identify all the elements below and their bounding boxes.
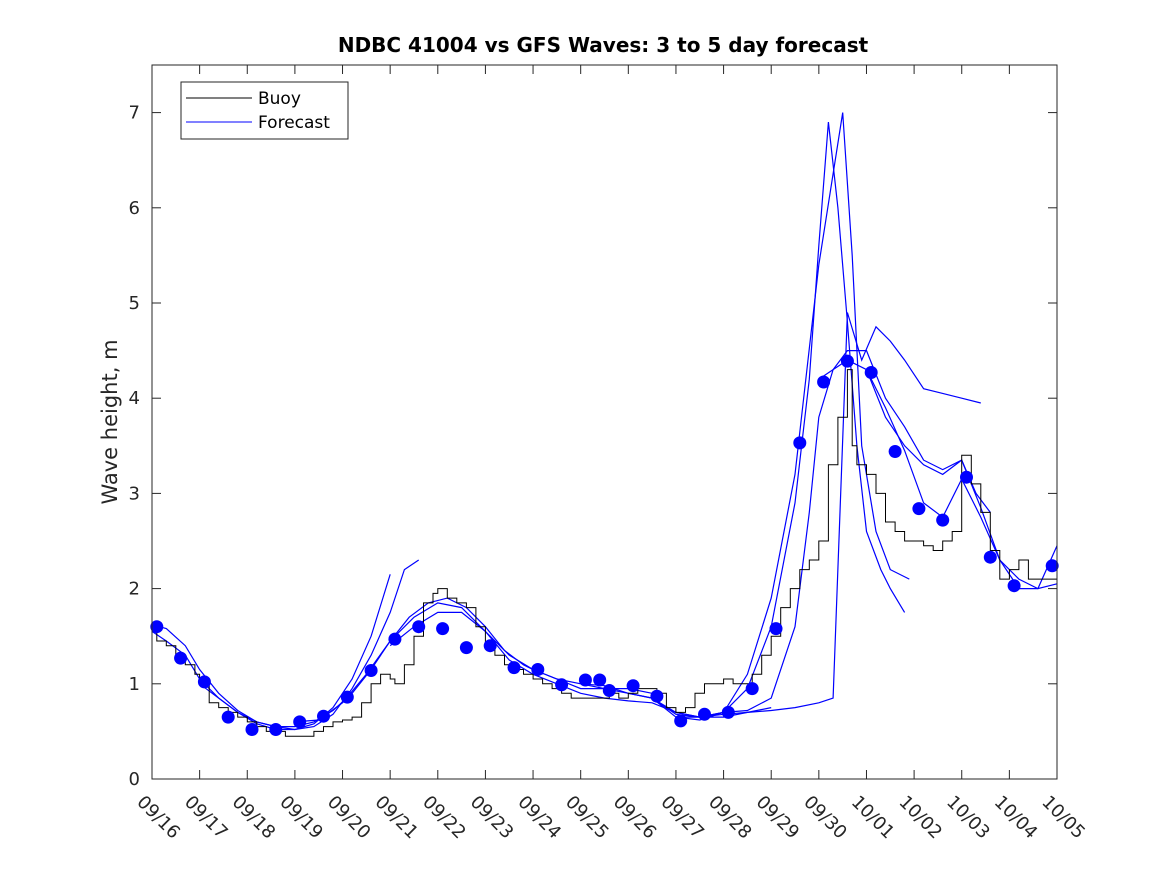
forecast-line-1 <box>151 559 420 731</box>
forecast-marker <box>197 675 211 689</box>
forecast-marker <box>721 705 735 719</box>
y-tick-label: 1 <box>129 674 140 695</box>
legend: Buoy Forecast <box>180 81 349 140</box>
forecast-marker <box>483 639 497 653</box>
y-tick-label: 2 <box>129 579 140 600</box>
forecast-marker <box>1045 559 1059 573</box>
forecast-marker <box>912 502 926 516</box>
forecast-marker <box>221 710 235 724</box>
legend-buoy-label: Buoy <box>258 89 301 109</box>
y-tick-label: 3 <box>129 483 140 504</box>
forecast-marker <box>245 723 259 736</box>
chart-title: NDBC 41004 vs GFS Waves: 3 to 5 day fore… <box>338 33 869 57</box>
forecast-marker <box>745 682 759 696</box>
forecast-marker <box>817 375 831 389</box>
legend-forecast-label: Forecast <box>258 113 330 133</box>
forecast-marker <box>459 641 473 655</box>
buoy-line <box>152 369 1057 737</box>
forecast-marker <box>593 673 607 687</box>
plot-area <box>150 64 1059 780</box>
forecast-markers <box>150 354 1059 736</box>
legend-box <box>180 81 349 140</box>
y-axis-label: Wave height, m <box>98 339 122 504</box>
forecast-marker <box>340 690 354 704</box>
axis-ticks <box>151 65 1058 780</box>
forecast-marker <box>269 723 283 736</box>
forecast-marker <box>864 366 878 379</box>
forecast-marker <box>293 715 307 729</box>
forecast-marker <box>555 678 569 692</box>
forecast-marker <box>793 436 807 450</box>
forecast-marker <box>578 673 592 687</box>
forecast-line-9 <box>675 350 991 718</box>
y-tick-labels: 0 1 2 3 4 5 6 7 <box>129 103 140 790</box>
forecast-marker <box>983 550 997 564</box>
forecast-line-4 <box>294 602 653 723</box>
forecast-marker <box>626 679 640 693</box>
forecast-marker <box>317 709 330 723</box>
y-tick-label: 7 <box>129 103 140 124</box>
y-tick-label: 0 <box>129 769 140 790</box>
forecast-marker <box>364 664 378 677</box>
forecast-marker <box>960 470 973 484</box>
forecast-marker <box>388 632 402 646</box>
forecast-marker <box>531 663 545 676</box>
y-tick-label: 4 <box>129 388 140 409</box>
forecast-marker <box>174 651 188 665</box>
forecast-marker <box>936 513 950 527</box>
forecast-marker <box>769 622 783 636</box>
forecast-marker <box>698 707 711 721</box>
forecast-marker <box>888 445 902 458</box>
forecast-marker <box>650 689 664 703</box>
forecast-line-8 <box>651 312 981 718</box>
forecast-marker <box>412 620 426 634</box>
y-tick-label: 5 <box>129 293 140 314</box>
forecast-marker <box>840 354 854 368</box>
forecast-marker <box>602 684 616 697</box>
forecast-marker <box>150 620 164 634</box>
y-tick-label: 6 <box>129 198 140 219</box>
forecast-marker <box>507 661 521 675</box>
forecast-marker <box>1007 579 1021 593</box>
forecast-marker <box>674 714 688 728</box>
forecast-marker <box>436 622 450 636</box>
